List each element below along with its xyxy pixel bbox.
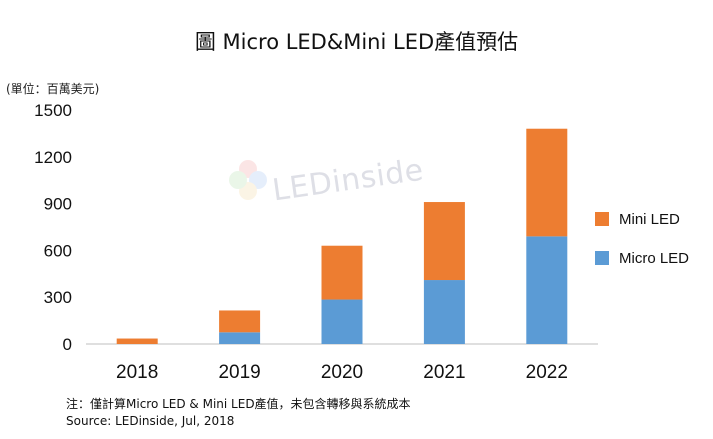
footnote-note: 注：僅計算Micro LED & Mini LED產值，未包含轉移與系統成本 [66,397,411,411]
x-tick-label: 2018 [116,362,158,383]
bar-mini-2020 [321,245,363,300]
legend-label-micro: Micro LED [619,249,690,267]
legend-item-mini: Mini LED [595,208,689,230]
unit-label: (單位：百萬美元) [6,82,100,96]
legend-swatch-mini [595,212,609,226]
legend-swatch-micro [595,251,609,265]
footnote-source: Source: LEDinside, Jul, 2018 [66,414,235,428]
y-tick-label: 900 [44,195,72,214]
watermark: LEDinside [224,152,426,208]
watermark-logo-icon [229,160,267,200]
bar-micro-2020 [321,299,363,344]
y-tick-label: 1500 [34,101,72,120]
x-tick-label: 2019 [218,362,260,383]
legend-item-micro: Micro LED [595,247,689,269]
bar-micro-2021 [423,280,465,344]
bar-mini-2019 [219,310,261,333]
chart-title: 圖 Micro LED&Mini LED產值預估 [194,30,519,54]
legend: Mini LED Micro LED [595,208,689,286]
legend-label-mini: Mini LED [619,210,680,228]
bar-mini-2018 [116,338,158,344]
x-tick-label: 2022 [526,362,568,383]
bar-mini-2022 [526,128,568,237]
x-tick-label: 2020 [321,362,363,383]
bar-micro-2022 [526,236,568,344]
y-tick-label: 0 [63,335,72,354]
x-tick-label: 2021 [423,362,465,383]
bar-mini-2021 [423,202,465,281]
footnote-block: 注：僅計算Micro LED & Mini LED產值，未包含轉移與系統成本 S… [66,396,411,430]
y-tick-label: 600 [44,241,72,260]
y-tick-label: 300 [44,288,72,307]
y-tick-label: 1200 [34,148,72,167]
bar-micro-2019 [219,332,261,344]
